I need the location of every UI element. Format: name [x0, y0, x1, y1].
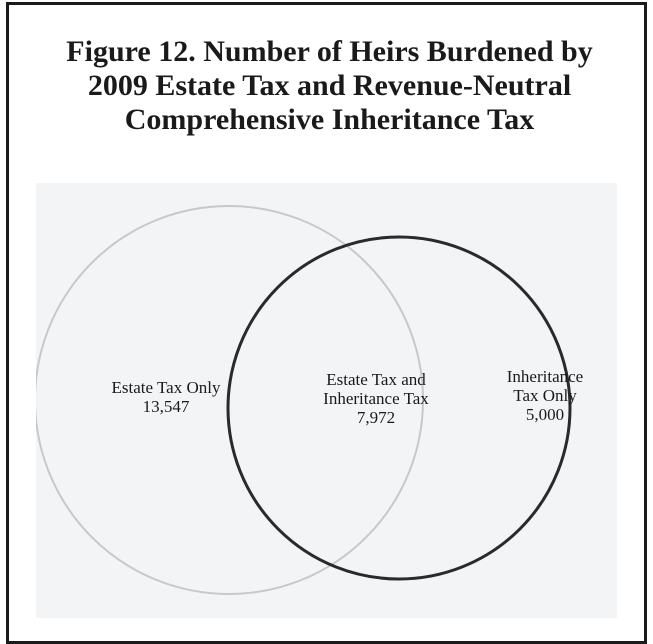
inheritance-only-value: 5,000: [525, 405, 565, 424]
figure-title-line-3: Comprehensive Inheritance Tax: [124, 103, 535, 136]
estate-only-value: 13,547: [142, 397, 190, 416]
overlap-value: 7,972: [356, 408, 396, 427]
estate-only-label: Estate Tax Only 13,547: [96, 378, 236, 416]
inheritance-only-label: Inheritance Tax Only 5,000: [490, 367, 600, 424]
inheritance-only-text-line-2: Tax Only: [513, 386, 577, 405]
estate-only-text: Estate Tax Only: [111, 378, 221, 397]
inheritance-only-text-line-1: Inheritance: [506, 367, 584, 386]
figure-frame: Figure 12. Number of Heirs Burdened by 2…: [6, 2, 647, 644]
overlap-label: Estate Tax and Inheritance Tax 7,972: [306, 370, 446, 427]
inheritance-tax-circle: [226, 235, 572, 581]
figure-title-line-1: Figure 12. Number of Heirs Burdened by: [66, 35, 593, 68]
overlap-text-line-1: Estate Tax and: [326, 370, 426, 389]
figure-title: Figure 12. Number of Heirs Burdened by 2…: [9, 35, 650, 137]
overlap-text-line-2: Inheritance Tax: [323, 389, 429, 408]
estate-tax-circle: [36, 205, 424, 595]
figure-title-line-2: 2009 Estate Tax and Revenue-Neutral: [87, 69, 572, 102]
venn-panel: Estate Tax Only 13,547 Estate Tax and In…: [36, 183, 617, 618]
venn-diagram: [36, 205, 572, 595]
